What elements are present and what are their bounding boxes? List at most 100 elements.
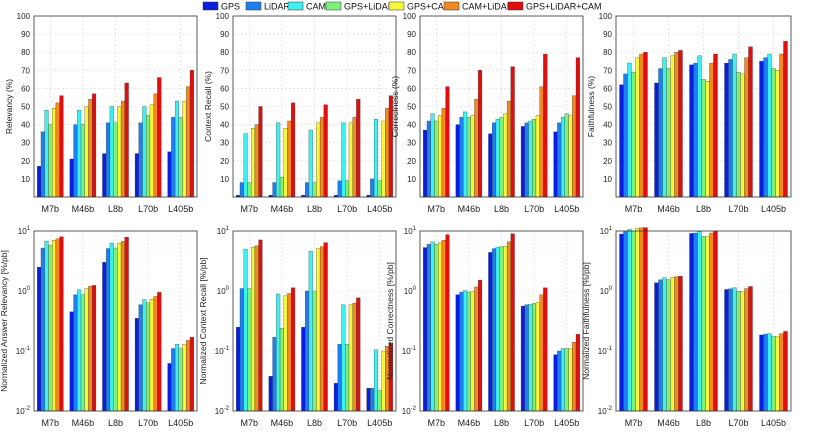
- bar-cam-m7b: [627, 62, 632, 198]
- y-tick-label: 100: [216, 12, 230, 21]
- bar-cam-m7b: [430, 113, 435, 198]
- bar-gps-m7b: [37, 266, 42, 412]
- bar-gps-lidar-l405b: [564, 113, 569, 198]
- y-axis-label: Normalized Faithfulness [%/pb]: [581, 262, 591, 380]
- bar-cam-lidar-l70b: [539, 86, 544, 198]
- legend-item-gps-lidar: GPS+LiDAR: [325, 1, 395, 12]
- bar-cam-lidar-m7b: [441, 240, 446, 412]
- bar-gps-lidar-cam-l405b: [783, 41, 788, 198]
- y-tick-label: 20: [603, 157, 612, 166]
- legend-label: GPS+CAM: [407, 2, 451, 12]
- bar-gps-lidar-m7b: [247, 182, 252, 198]
- bar-gps-lidar-l70b: [345, 344, 350, 412]
- legend-swatch: [325, 1, 342, 11]
- bar-cam-lidar-l8b: [120, 100, 125, 198]
- bar-gps-lidar-l405b: [377, 180, 382, 198]
- bar-gps-lidar-m46b: [666, 279, 671, 412]
- bar-cam-l70b: [528, 304, 533, 412]
- bar-lidar-l8b: [492, 248, 497, 412]
- y-tick-label: 60: [407, 84, 416, 93]
- bar-gps-m46b: [69, 158, 74, 198]
- x-tick-label: L405b: [761, 204, 786, 214]
- bar-lidar-m46b: [272, 182, 277, 198]
- bar-cam-lidar-l8b: [506, 241, 511, 412]
- bar-gps-cam-l70b: [535, 115, 540, 198]
- bar-cam-lidar-m7b: [441, 108, 446, 198]
- bar-cam-l405b: [373, 349, 378, 412]
- bar-gps-lidar-cam-l8b: [713, 53, 718, 198]
- y-tick-label: 20: [220, 157, 229, 166]
- bar-cam-lidar-m46b: [474, 286, 479, 412]
- y-axis-label: Context Recall (%): [203, 71, 213, 142]
- bar-gps-m7b: [619, 84, 624, 198]
- bar-cam-l70b: [528, 120, 533, 198]
- x-tick-label: L70b: [728, 204, 748, 214]
- bar-cam-lidar-l70b: [352, 117, 357, 198]
- y-tick-label: 30: [220, 139, 229, 148]
- x-tick-label: M7b: [42, 418, 60, 428]
- bar-gps-cam-l70b: [348, 122, 353, 198]
- bar-cam-l405b: [174, 100, 179, 198]
- bar-lidar-m7b: [40, 247, 45, 412]
- y-tick-label: 10-1: [215, 346, 230, 356]
- bar-gps-lidar-m7b: [631, 71, 636, 198]
- x-tick-label: M7b: [625, 418, 643, 428]
- bar-gps-cam-l8b: [503, 113, 508, 198]
- bar-gps-cam-l405b: [568, 348, 573, 412]
- bar-cam-l8b: [308, 251, 313, 412]
- x-tick-label: L405b: [554, 204, 579, 214]
- bar-gps-l70b: [134, 153, 139, 198]
- x-tick-label: L70b: [138, 204, 158, 214]
- bar-cam-lidar-l405b: [779, 333, 784, 412]
- bar-cam-lidar-m7b: [254, 245, 259, 412]
- y-tick-label: 90: [21, 30, 30, 39]
- y-tick-label: 10-1: [402, 346, 417, 356]
- bar-lidar-l8b: [492, 122, 497, 198]
- x-tick-label: M7b: [428, 418, 446, 428]
- y-tick-label: 90: [407, 30, 416, 39]
- y-tick-label: 60: [21, 84, 30, 93]
- bar-cam-l405b: [373, 119, 378, 198]
- bar-gps-lidar-l8b: [701, 236, 706, 412]
- bar-gps-cam-l8b: [117, 242, 122, 412]
- x-tick-label: M7b: [625, 204, 643, 214]
- bar-gps-m46b: [654, 282, 659, 412]
- bar-gps-cam-l70b: [348, 304, 353, 412]
- y-tick-label: 10: [220, 175, 229, 184]
- bar-gps-l405b: [553, 131, 558, 198]
- bar-gps-cam-m46b: [84, 288, 89, 412]
- axes-frame: [232, 15, 397, 198]
- bar-cam-lidar-l405b: [186, 340, 191, 412]
- bar-gps-lidar-cam-l70b: [157, 77, 162, 198]
- legend-item-lidar: LiDAR: [245, 2, 291, 12]
- bar-gps-l8b: [689, 233, 694, 412]
- bar-gps-cam-l8b: [316, 248, 321, 412]
- legend-swatch: [287, 1, 304, 11]
- bar-lidar-m7b: [239, 182, 244, 198]
- y-tick-label: 80: [21, 48, 30, 57]
- bar-gps-lidar-m46b: [279, 328, 284, 412]
- bar-gps-lidar-cam-m46b: [678, 50, 683, 198]
- panel-7: 10-2 10-1 100 101 M7b M46b L8b L70b L405b Normali…: [385, 226, 584, 428]
- bar-gps-l8b: [689, 64, 694, 198]
- legend-swatch: [507, 1, 524, 11]
- bar-gps-l8b: [488, 252, 493, 412]
- axes-frame: [615, 230, 792, 412]
- bar-gps-lidar-l70b: [146, 302, 151, 412]
- bar-gps-cam-l405b: [775, 70, 780, 198]
- legend-swatch: [202, 1, 219, 11]
- bar-gps-l405b: [553, 354, 558, 412]
- legend-item-gps-lidar-cam: GPS+LiDAR+CAM: [507, 1, 602, 12]
- bar-gps-cam-l405b: [182, 100, 187, 198]
- bar-cam-lidar-l405b: [779, 53, 784, 198]
- x-tick-label: L70b: [524, 418, 544, 428]
- bar-gps-lidar-cam-m7b: [258, 106, 263, 198]
- x-tick-label: L70b: [524, 204, 544, 214]
- bar-cam-lidar-m46b: [674, 52, 679, 198]
- x-tick-label: M46b: [271, 418, 294, 428]
- y-tick-label: 10-2: [16, 406, 31, 416]
- axes-frame: [33, 15, 198, 198]
- bar-lidar-m7b: [623, 231, 628, 412]
- bar-gps-cam-l8b: [705, 81, 710, 198]
- bar-cam-m46b: [77, 109, 82, 198]
